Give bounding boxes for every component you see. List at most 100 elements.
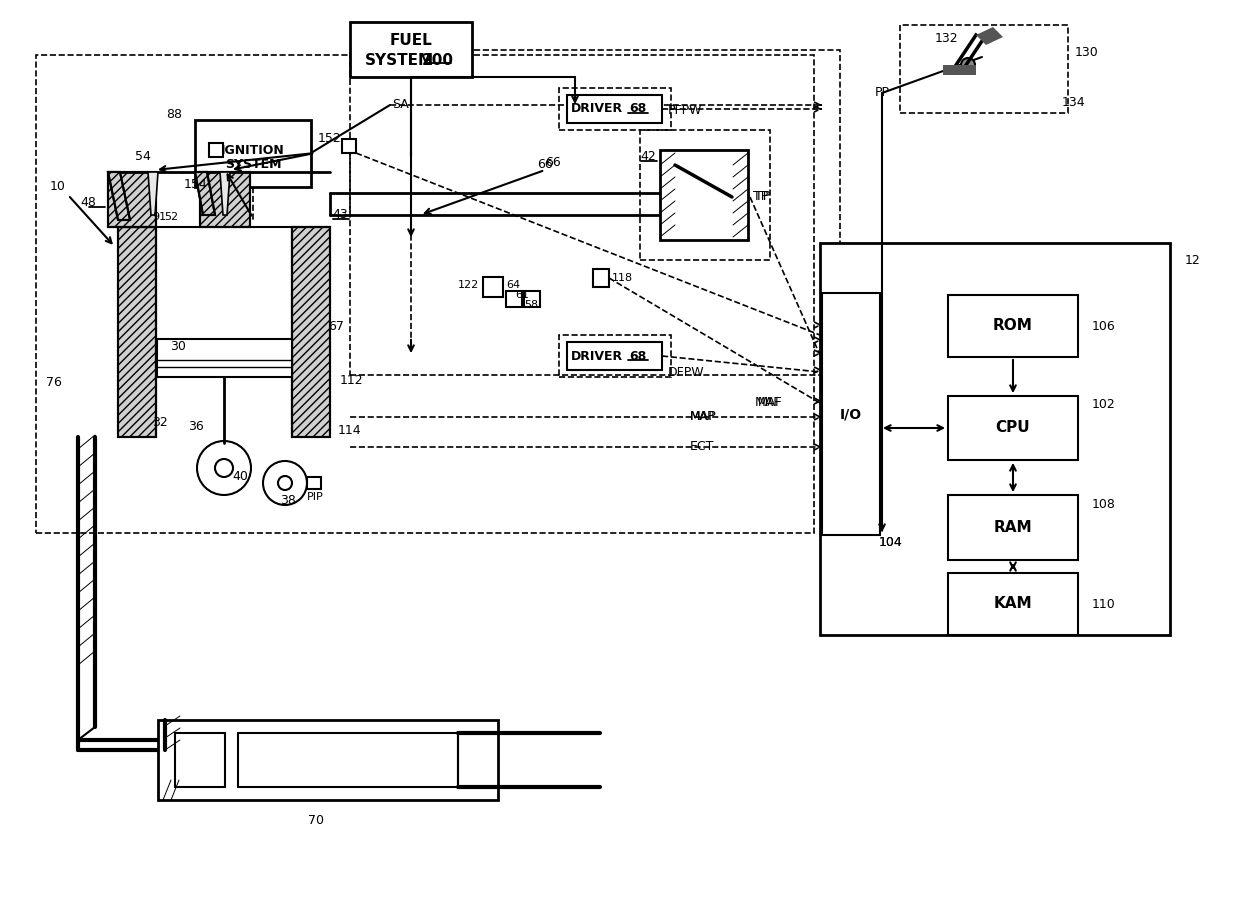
Text: SA: SA <box>392 98 409 111</box>
Text: 114: 114 <box>339 424 362 436</box>
Text: 104: 104 <box>879 535 903 548</box>
Bar <box>291 227 330 437</box>
Text: 64: 64 <box>506 280 520 290</box>
Text: 108: 108 <box>1092 499 1116 511</box>
Bar <box>118 227 156 437</box>
Bar <box>593 269 609 287</box>
Bar <box>210 143 223 157</box>
Text: 91: 91 <box>153 212 166 222</box>
Text: 10: 10 <box>50 180 66 193</box>
Bar <box>118 227 156 437</box>
Bar <box>200 172 250 227</box>
Text: 134: 134 <box>1061 96 1086 110</box>
Bar <box>949 295 1078 357</box>
Text: ROM: ROM <box>993 318 1033 333</box>
Text: 67: 67 <box>329 320 343 333</box>
Text: I/O: I/O <box>839 407 862 421</box>
Text: 52: 52 <box>164 212 179 222</box>
Bar <box>949 396 1078 460</box>
Text: TP: TP <box>753 190 769 203</box>
Bar <box>949 573 1078 635</box>
Text: FUEL: FUEL <box>389 33 433 48</box>
Polygon shape <box>942 65 976 75</box>
Text: IGNITION: IGNITION <box>221 144 285 156</box>
Text: 132: 132 <box>935 31 959 45</box>
Bar <box>567 342 662 370</box>
Bar <box>900 25 1068 113</box>
Polygon shape <box>219 172 229 215</box>
Text: 154: 154 <box>184 178 207 191</box>
Bar <box>949 495 1078 560</box>
Text: PIP: PIP <box>308 492 324 502</box>
Bar <box>157 720 498 800</box>
Bar <box>559 335 671 377</box>
Polygon shape <box>108 172 130 220</box>
Text: 68: 68 <box>630 102 646 115</box>
Bar <box>350 50 839 375</box>
Bar <box>291 227 330 437</box>
Text: DRIVER: DRIVER <box>570 102 622 115</box>
Polygon shape <box>976 27 1003 45</box>
Text: 102: 102 <box>1092 399 1116 412</box>
Text: 68: 68 <box>630 350 646 362</box>
Bar <box>108 172 156 227</box>
Text: 36: 36 <box>188 421 203 434</box>
Text: PP: PP <box>874 87 889 100</box>
Text: CPU: CPU <box>996 421 1030 436</box>
Bar <box>175 733 224 787</box>
Text: 58: 58 <box>525 300 538 310</box>
Text: MAP: MAP <box>689 411 717 424</box>
Text: MAF: MAF <box>755 396 781 410</box>
Text: RAM: RAM <box>993 521 1033 535</box>
Bar <box>195 120 311 187</box>
Text: KAM: KAM <box>993 597 1033 611</box>
Text: TP: TP <box>755 189 770 202</box>
Polygon shape <box>195 172 215 215</box>
Bar <box>506 291 522 307</box>
Text: SYSTEM: SYSTEM <box>365 53 434 68</box>
Text: 43: 43 <box>332 209 348 221</box>
Bar <box>350 22 472 77</box>
Polygon shape <box>148 172 157 215</box>
Bar <box>525 291 539 307</box>
Text: 12: 12 <box>1185 253 1200 266</box>
Text: PFPW: PFPW <box>668 103 703 116</box>
Text: MAP: MAP <box>689 411 715 424</box>
Text: 30: 30 <box>170 340 186 353</box>
Text: 32: 32 <box>153 415 167 428</box>
Text: 42: 42 <box>640 150 656 164</box>
Bar <box>157 339 291 377</box>
Text: 112: 112 <box>340 373 363 386</box>
Text: MAF: MAF <box>758 396 782 410</box>
Text: 106: 106 <box>1092 319 1116 332</box>
Text: 130: 130 <box>1075 47 1099 59</box>
Text: SYSTEM: SYSTEM <box>224 158 281 171</box>
Text: 66: 66 <box>537 158 553 171</box>
Text: 38: 38 <box>280 493 296 507</box>
Text: DFPW: DFPW <box>668 365 704 379</box>
Bar <box>238 733 458 787</box>
Text: 104: 104 <box>879 535 903 548</box>
Text: 61: 61 <box>515 290 529 300</box>
Bar <box>640 130 770 260</box>
Text: DRIVER: DRIVER <box>570 350 622 362</box>
Text: 66: 66 <box>546 156 560 169</box>
Circle shape <box>961 58 975 72</box>
Text: 70: 70 <box>308 813 324 826</box>
Text: 122: 122 <box>458 280 479 290</box>
Bar <box>342 139 356 153</box>
Bar <box>36 55 813 533</box>
Bar <box>820 243 1171 635</box>
Text: 118: 118 <box>613 273 634 283</box>
Bar <box>200 172 250 227</box>
Text: 152: 152 <box>317 132 341 145</box>
Bar <box>484 277 503 297</box>
Bar <box>559 88 671 130</box>
Bar <box>660 150 748 240</box>
Text: 110: 110 <box>1092 597 1116 610</box>
Bar <box>308 477 321 489</box>
Text: 40: 40 <box>232 470 248 483</box>
Text: 48: 48 <box>81 197 95 210</box>
Bar <box>567 95 662 123</box>
Bar <box>108 172 156 227</box>
